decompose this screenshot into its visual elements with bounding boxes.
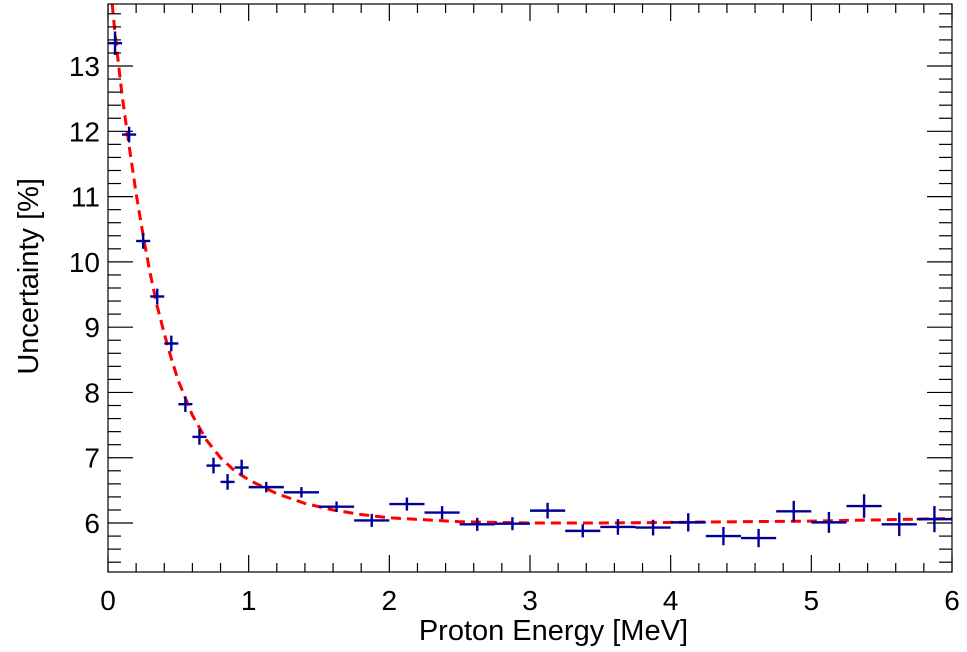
data-point-27: [846, 494, 882, 518]
data-point-5: [178, 396, 193, 413]
data-point-29: [916, 506, 952, 533]
data-point-18: [530, 502, 566, 519]
x-tick-label-0: 0: [100, 585, 116, 616]
data-point-14: [389, 497, 425, 511]
data-point-9: [234, 459, 249, 476]
fit-curve-layer: [110, 3, 953, 525]
data-point-1: [122, 126, 137, 143]
y-tick-label-7: 13: [69, 51, 100, 82]
y-axis-title: Uncertainty [%]: [13, 178, 45, 375]
data-point-7: [206, 457, 221, 474]
x-axis-title: Proton Energy [MeV]: [419, 615, 688, 647]
x-tick-label-2: 2: [382, 585, 398, 616]
y-tick-label-6: 12: [69, 116, 100, 147]
x-tick-label-1: 1: [241, 585, 257, 616]
y-tick-label-0: 6: [84, 508, 100, 539]
data-point-17: [494, 517, 530, 531]
data-point-15: [424, 506, 460, 520]
fit-curve: [110, 3, 953, 525]
data-point-26: [811, 511, 847, 533]
data-point-0: [108, 31, 123, 55]
data-point-2: [136, 233, 151, 249]
y-tick-label-3: 9: [84, 312, 100, 343]
x-tick-label-4: 4: [663, 585, 679, 616]
y-tick-label-2: 8: [84, 377, 100, 408]
data-point-20: [600, 519, 636, 535]
y-tick-label-1: 7: [84, 443, 100, 474]
x-tick-label-6: 6: [944, 585, 960, 616]
data-point-6: [192, 429, 207, 445]
data-points-layer: [108, 31, 952, 548]
data-point-21: [635, 519, 671, 536]
data-point-19: [565, 524, 601, 538]
data-point-24: [741, 528, 777, 548]
data-point-8: [220, 474, 235, 490]
data-point-11: [283, 487, 319, 498]
data-point-28: [881, 512, 917, 537]
y-tick-label-4: 10: [69, 247, 100, 278]
x-tick-label-3: 3: [522, 585, 538, 616]
data-point-13: [354, 513, 390, 527]
data-point-3: [150, 288, 165, 305]
data-point-4: [164, 335, 179, 352]
data-point-23: [705, 526, 741, 546]
x-tick-label-5: 5: [804, 585, 820, 616]
data-point-10: [248, 481, 284, 493]
plot-frame: [107, 3, 953, 573]
data-point-16: [459, 517, 495, 531]
y-tick-label-5: 11: [71, 182, 100, 213]
data-point-22: [670, 513, 706, 532]
data-point-12: [319, 501, 355, 512]
data-point-25: [776, 500, 812, 522]
